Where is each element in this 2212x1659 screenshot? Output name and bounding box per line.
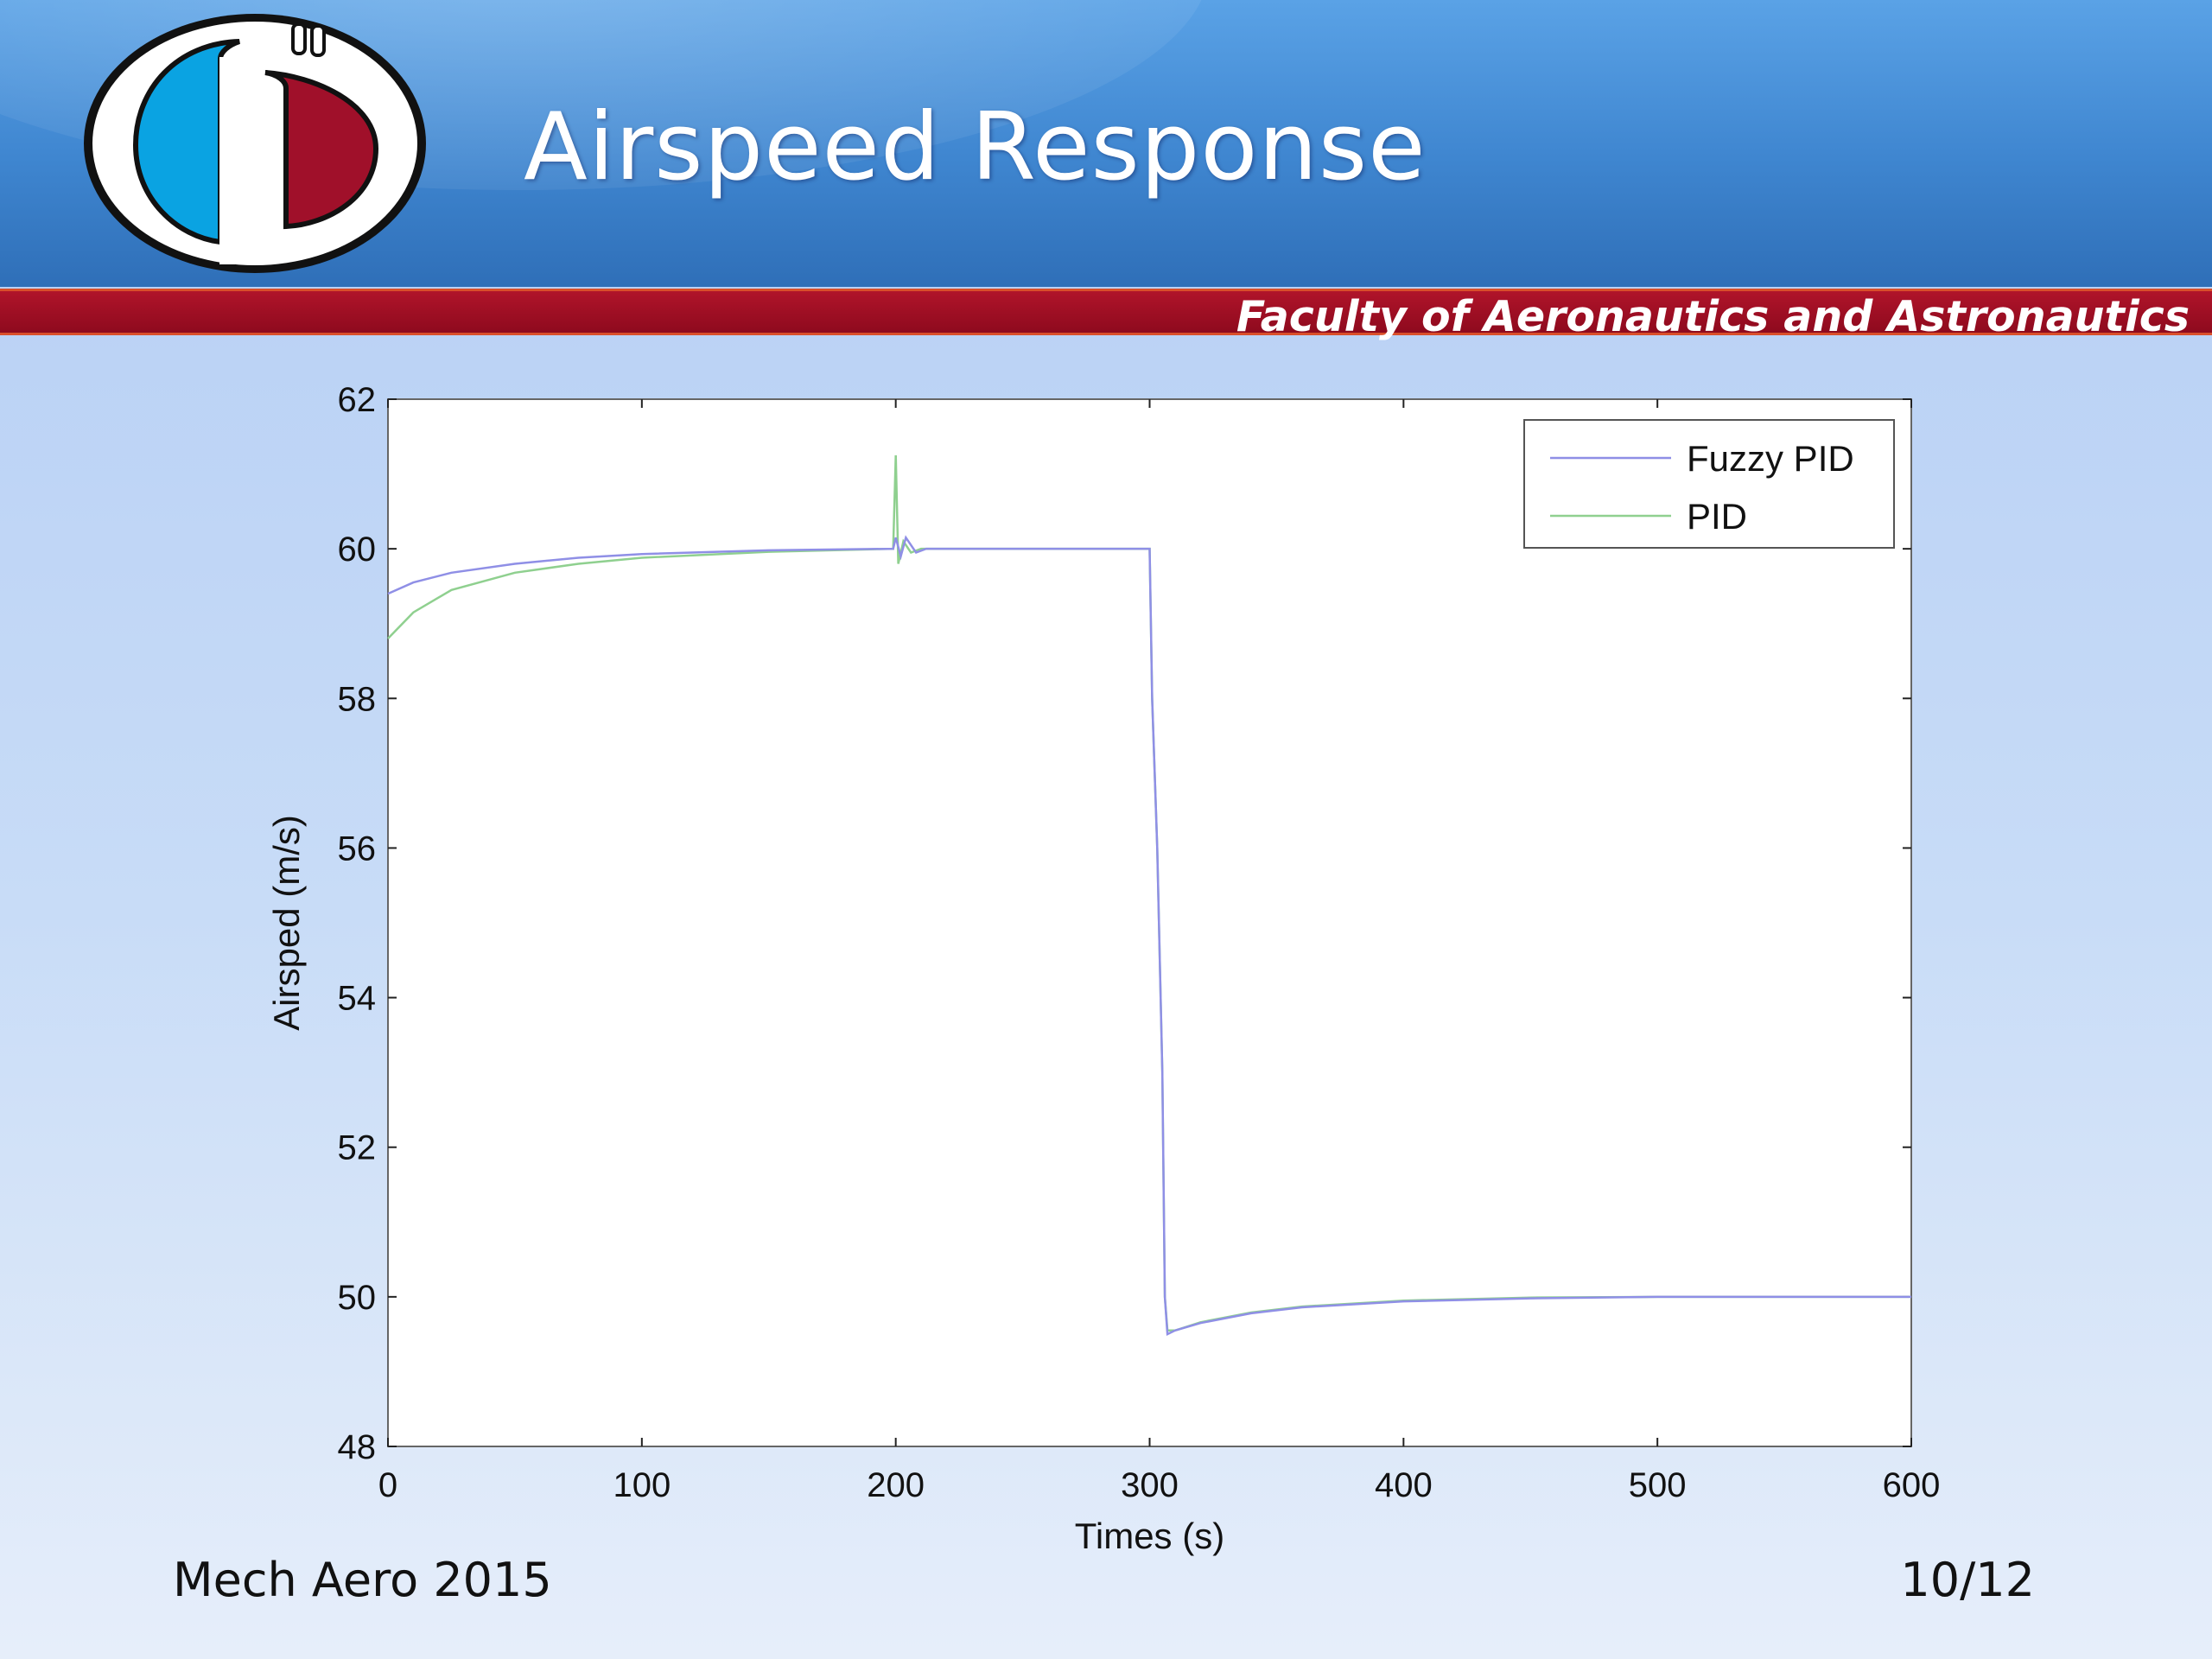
y-tick-label: 58 <box>338 680 377 718</box>
series-line-fuzzy-pid <box>387 535 1911 1337</box>
slide-title: Airspeed Response <box>524 93 1427 201</box>
faculty-banner: Faculty of Aeronautics and Astronautics <box>0 289 2212 341</box>
y-tick-label: 52 <box>338 1129 377 1167</box>
x-axis-label: Times (s) <box>1075 1516 1224 1556</box>
conference-label: Mech Aero 2015 <box>173 1553 552 1607</box>
x-tick-label: 0 <box>378 1466 397 1504</box>
header-banner: Airspeed Response <box>0 0 2212 287</box>
x-tick-label: 500 <box>1629 1466 1687 1504</box>
x-tick-label: 400 <box>1375 1466 1433 1504</box>
x-tick-label: 200 <box>867 1466 925 1504</box>
x-tick-label: 600 <box>1883 1466 1941 1504</box>
legend-box <box>1523 419 1895 549</box>
university-logo <box>84 14 426 273</box>
y-tick-label: 48 <box>338 1428 377 1466</box>
y-tick-label: 54 <box>338 980 377 1018</box>
y-tick-label: 60 <box>338 531 377 569</box>
x-tick-label: 300 <box>1121 1466 1179 1504</box>
y-axis-label: Airsped (m/s) <box>266 815 307 1031</box>
legend-label: Fuzzy PID <box>1687 438 1854 479</box>
y-tick-label: 50 <box>338 1279 377 1317</box>
y-tick-label: 62 <box>338 381 377 419</box>
x-tick-label: 100 <box>613 1466 671 1504</box>
page-number: 10/12 <box>1900 1553 2035 1607</box>
y-tick-label: 56 <box>338 830 377 868</box>
faculty-banner-text: Faculty of Aeronautics and Astronautics <box>1236 292 2190 341</box>
legend-label: PID <box>1687 496 1747 537</box>
